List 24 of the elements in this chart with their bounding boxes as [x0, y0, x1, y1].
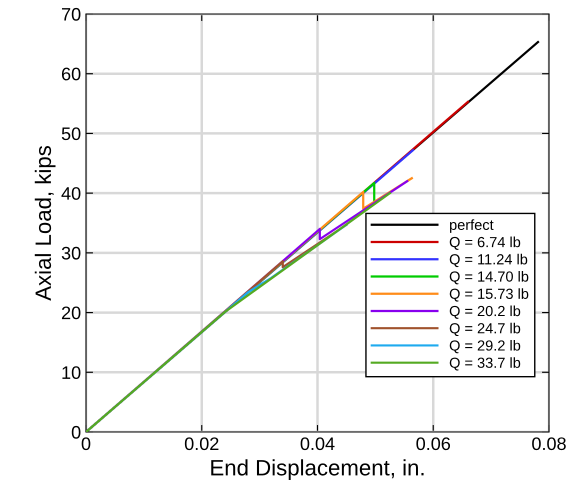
y-tick-label: 70: [62, 8, 80, 21]
y-tick-label: 20: [62, 306, 80, 320]
y-tick-label: 30: [62, 246, 80, 260]
x-tick-label: 0.08: [532, 437, 566, 450]
legend-label: Q = 33.7 lb: [450, 357, 520, 371]
legend-label: Q = 6.74 lb: [450, 236, 520, 250]
y-tick-label: 0: [72, 426, 80, 439]
y-tick-label: 50: [62, 127, 80, 140]
legend-label: Q = 20.2 lb: [450, 305, 520, 319]
x-tick-label: 0.02: [184, 437, 218, 450]
legend-label: Q = 29.2 lb: [450, 340, 520, 354]
legend-label: Q = 11.24 lb: [450, 254, 528, 268]
y-tick-label: 10: [62, 366, 80, 380]
x-tick-label: 0.04: [300, 437, 335, 450]
legend-label: Q = 24.7 lb: [450, 322, 520, 336]
legend-label: Q = 14.70 lb: [450, 271, 528, 284]
legend-label: perfect: [450, 219, 494, 233]
y-axis-title: Axial Load, kips: [34, 146, 56, 301]
x-tick-label: 0: [82, 437, 90, 450]
x-axis-title: End Displacement, in.: [211, 459, 424, 480]
x-tick-label: 0.06: [416, 437, 450, 450]
legend-label: Q = 15.73 lb: [450, 288, 528, 302]
y-tick-label: 40: [61, 187, 80, 200]
y-tick-label: 60: [62, 68, 80, 80]
